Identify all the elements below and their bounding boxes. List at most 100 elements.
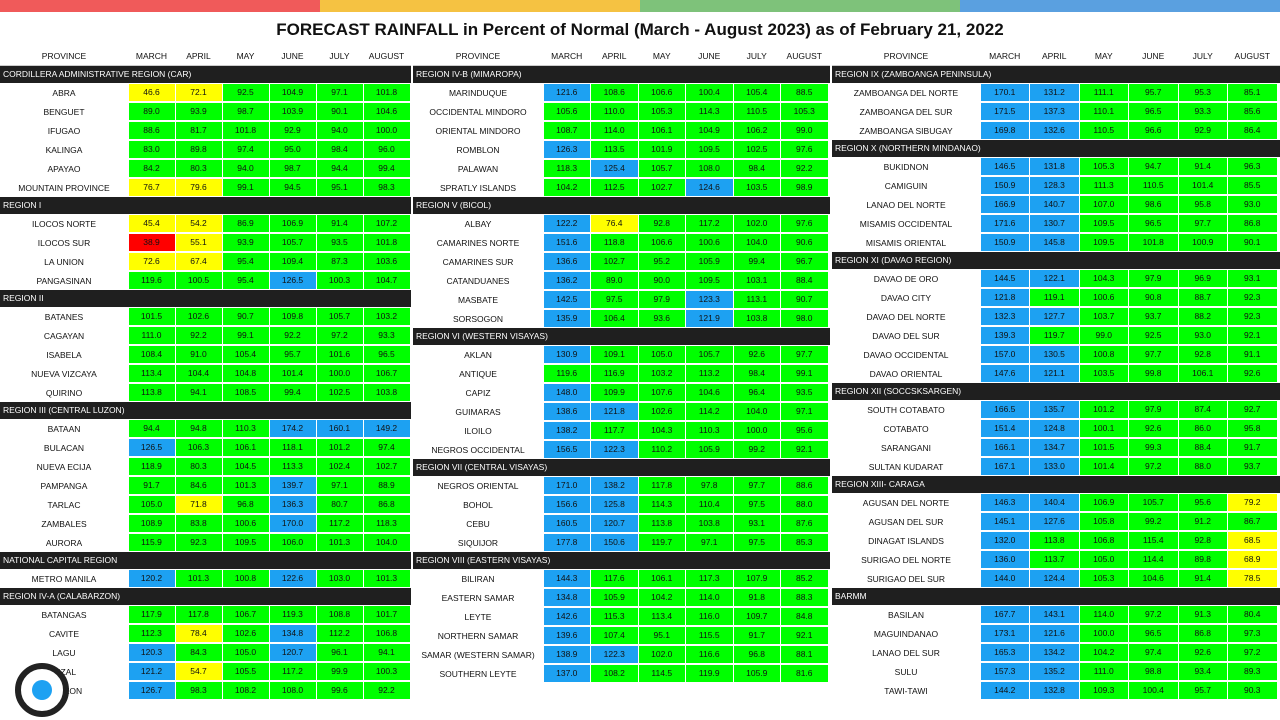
rainfall-value-cell: 68.9 (1228, 551, 1277, 568)
rainfall-value-cell: 98.6 (1129, 196, 1178, 213)
region-header: NATIONAL CAPITAL REGION (0, 552, 411, 569)
table-row: SAMAR (WESTERN SAMAR) 138.9 122.3 102.0 116.… (413, 645, 830, 664)
table-row: NEGROS OCCIDENTAL 156.5 122.3 110.2 105.9 99.… (413, 440, 830, 459)
table-row: DAVAO CITY 121.8 119.1 100.6 90.8 88.7 92.3 (832, 288, 1280, 307)
table-row: ANTIQUE 119.6 116.9 103.2 113.2 98.4 99.1 (413, 364, 830, 383)
table-row: DAVAO DEL SUR 139.3 119.7 99.0 92.5 93.0 92.1 (832, 326, 1280, 345)
rainfall-value-cell: 167.1 (980, 458, 1029, 475)
rainfall-value-cell: 117.3 (686, 570, 733, 587)
rainfall-value-cell: 83.8 (175, 515, 222, 532)
rainfall-value-cell: 117.2 (269, 663, 316, 680)
rainfall-value-cell: 92.6 (1228, 365, 1277, 382)
rainfall-value-cell: 144.5 (980, 270, 1029, 287)
rainfall-value-cell: 97.9 (1129, 270, 1178, 287)
rainfall-value-cell: 108.5 (222, 384, 269, 401)
rainfall-value-cell: 130.5 (1030, 346, 1079, 363)
rainfall-value-cell: 85.3 (781, 534, 828, 551)
rainfall-value-cell: 88.4 (781, 272, 828, 289)
table-row: AGUSAN DEL NORTE 146.3 140.4 106.9 105.7 95.6… (832, 493, 1280, 512)
rainfall-value-cell: 97.8 (686, 477, 733, 494)
rainfall-value-cell: 139.6 (543, 627, 590, 644)
table-row: EASTERN SAMAR 134.8 105.9 104.2 114.0 91.8 88.… (413, 588, 830, 607)
rainfall-value-cell: 160.1 (316, 420, 363, 437)
rainfall-value-cell: 124.6 (686, 179, 733, 196)
table-row: TAWI-TAWI 144.2 132.8 109.3 100.4 95.7 90.3 (832, 681, 1280, 700)
province-name: BULACAN (43, 442, 85, 453)
rainfall-value-cell: 105.9 (591, 589, 638, 606)
rainfall-value-cell: 89.8 (1178, 551, 1227, 568)
rainfall-value-cell: 92.3 (1228, 308, 1277, 325)
rainfall-value-cell: 81.6 (781, 665, 828, 682)
rainfall-value-cell: 110.3 (222, 420, 269, 437)
rainfall-value-cell: 90.6 (781, 234, 828, 251)
province-name: MARINDUQUE (448, 87, 508, 98)
province-name: SAMAR (WESTERN SAMAR) (421, 649, 535, 660)
rainfall-value-cell: 121.8 (591, 403, 638, 420)
rainfall-value-cell: 97.5 (591, 291, 638, 308)
rainfall-value-cell: 101.3 (363, 570, 410, 587)
rainfall-value-cell: 100.4 (1129, 682, 1178, 699)
rainfall-value-cell: 93.3 (1178, 103, 1227, 120)
province-name: ANTIQUE (459, 368, 497, 379)
rainfall-value-cell: 113.8 (1030, 532, 1079, 549)
rainfall-value-cell: 95.1 (316, 179, 363, 196)
rainfall-value-cell: 121.2 (128, 663, 175, 680)
rainfall-value-cell: 67.4 (175, 253, 222, 270)
table-row: OCCIDENTAL MINDORO 105.6 110.0 105.3 114.3 11… (413, 102, 830, 121)
rainfall-value-cell: 136.0 (980, 551, 1029, 568)
rainfall-value-cell: 99.1 (222, 179, 269, 196)
rainfall-value-cell: 126.7 (128, 682, 175, 699)
province-name: ILOCOS NORTE (31, 218, 97, 229)
month-header: MARCH (135, 50, 168, 61)
rainfall-value-cell: 139.3 (980, 327, 1029, 344)
province-name: NUEVA VIZCAYA (31, 368, 97, 379)
rainfall-value-cell: 97.2 (1228, 644, 1277, 661)
rainfall-value-cell: 124.4 (1030, 570, 1079, 587)
province-name: BATANES (44, 311, 84, 322)
rainfall-value-cell: 123.3 (686, 291, 733, 308)
rainfall-value-cell: 99.6 (316, 682, 363, 699)
rainfall-value-cell: 95.4 (222, 272, 269, 289)
table-row: SULU 157.3 135.2 111.0 98.8 93.4 89.3 (832, 662, 1280, 681)
rainfall-value-cell: 97.2 (1129, 606, 1178, 623)
rainfall-value-cell: 88.9 (363, 477, 410, 494)
rainfall-value-cell: 106.8 (363, 625, 410, 642)
rainfall-value-cell: 109.5 (686, 272, 733, 289)
province-name: BENGUET (43, 106, 85, 117)
rainfall-value-cell: 124.8 (1030, 420, 1079, 437)
rainfall-value-cell: 81.7 (175, 122, 222, 139)
rainfall-value-cell: 104.3 (1079, 270, 1128, 287)
province-name: CEBU (466, 518, 490, 529)
rainfall-value-cell: 106.3 (175, 439, 222, 456)
rainfall-value-cell: 97.1 (316, 477, 363, 494)
rainfall-value-cell: 107.9 (733, 570, 780, 587)
rainfall-value-cell: 110.3 (686, 422, 733, 439)
table-header: PROVINCE MARCH APRIL MAY JUNE JULY AUGUST (0, 46, 411, 66)
rainfall-value-cell: 165.3 (980, 644, 1029, 661)
rainfall-value-cell: 108.2 (222, 682, 269, 699)
rainfall-value-cell: 103.8 (686, 515, 733, 532)
table-row: ROMBLON 126.3 113.5 101.9 109.5 102.5 97.6 (413, 140, 830, 159)
table-column-3: PROVINCE MARCH APRIL MAY JUNE JULY AUGUST REGIO… (832, 46, 1280, 700)
rainfall-value-cell: 99.0 (781, 122, 828, 139)
rainfall-value-cell: 91.7 (733, 627, 780, 644)
province-name: DAVAO OCCIDENTAL (863, 349, 949, 360)
rainfall-value-cell: 86.8 (363, 496, 410, 513)
province-name: PAMPANGA (40, 480, 88, 491)
table-row: KALINGA 83.0 89.8 97.4 95.0 98.4 96.0 (0, 140, 411, 159)
rainfall-value-cell: 99.4 (269, 384, 316, 401)
rainfall-value-cell: 97.1 (316, 84, 363, 101)
province-name: ILOCOS SUR (37, 237, 91, 248)
rainfall-value-cell: 142.6 (543, 608, 590, 625)
top-bar-yellow (320, 0, 640, 12)
rainfall-value-cell: 86.8 (1178, 625, 1227, 642)
rainfall-value-cell: 105.7 (269, 234, 316, 251)
table-row: NUEVA VIZCAYA 113.4 104.4 104.8 101.4 100.0 10… (0, 364, 411, 383)
rainfall-value-cell: 88.6 (781, 477, 828, 494)
rainfall-value-cell: 107.4 (591, 627, 638, 644)
rainfall-value-cell: 108.4 (128, 346, 175, 363)
rainfall-value-cell: 84.3 (175, 644, 222, 661)
rainfall-value-cell: 100.8 (1079, 346, 1128, 363)
rainfall-value-cell: 86.0 (1178, 420, 1227, 437)
rainfall-value-cell: 107.2 (363, 215, 410, 232)
